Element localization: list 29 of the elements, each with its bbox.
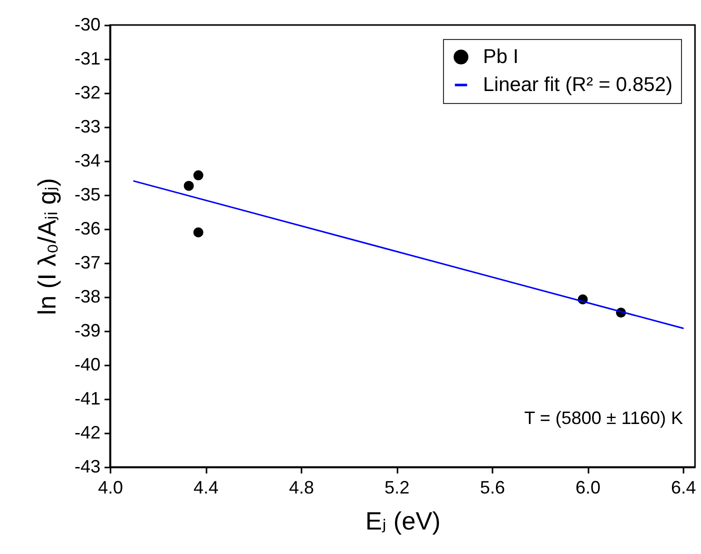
y-tick-label: -35 (74, 184, 100, 204)
x-tick-label: 6.4 (671, 478, 696, 498)
y-tick-label: -41 (74, 388, 100, 408)
point (193, 170, 204, 180)
x-tick-label: 4.0 (98, 478, 124, 498)
legend-label: Pb I (483, 46, 519, 68)
y-tick-label: -31 (74, 48, 100, 68)
y-tick-label: -34 (74, 150, 100, 170)
x-tick-label: 6.0 (576, 478, 601, 498)
y-axis-title: ln (I λ₀/Aⱼᵢ gⱼ) (33, 178, 62, 315)
x-axis-title: Eⱼ (eV) (365, 508, 441, 536)
y-tick-label: -30 (74, 14, 100, 34)
y-tick-label: -38 (74, 286, 100, 306)
point (193, 227, 204, 238)
x-tick-label: 5.2 (384, 478, 410, 498)
y-tick-label: -42 (74, 422, 100, 442)
x-tick-label: 5.6 (480, 478, 506, 498)
legend-label: Linear fit (R² = 0.852) (483, 74, 673, 96)
annotation: T = (5800 ± 1160) K (524, 408, 683, 428)
y-tick-label: -33 (74, 116, 100, 136)
y-tick-label: -40 (74, 354, 100, 374)
y-tick-label: -36 (74, 218, 100, 238)
x-tick-label: 4.8 (289, 478, 314, 498)
x-tick-label: 4.4 (193, 478, 219, 498)
y-tick-label: -37 (74, 252, 100, 272)
point (184, 180, 194, 191)
y-tick-label: -43 (74, 456, 100, 476)
y-tick-label: -32 (74, 82, 100, 102)
y-tick-label: -39 (74, 320, 100, 340)
